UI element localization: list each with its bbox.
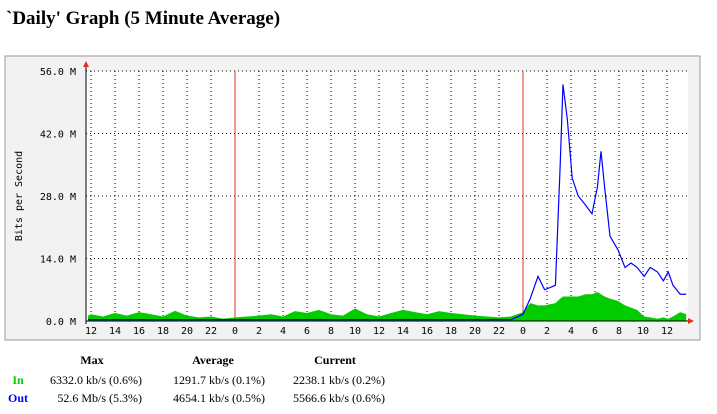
x-tick-label: 2 — [256, 326, 262, 337]
stats-row-label: In — [12, 373, 24, 387]
x-tick-label: 16 — [421, 326, 433, 337]
x-tick-label: 22 — [493, 326, 505, 337]
x-tick-label: 20 — [181, 326, 193, 337]
stats-value: 2238.1 kb/s (0.2%) — [293, 373, 385, 387]
x-tick-label: 4 — [280, 326, 286, 337]
y-tick-label: 14.0 M — [40, 255, 76, 266]
x-tick-label: 22 — [205, 326, 217, 337]
x-tick-label: 8 — [616, 326, 622, 337]
x-tick-label: 2 — [544, 326, 550, 337]
chart-title: `Daily' Graph (5 Minute Average) — [6, 8, 280, 29]
y-axis-label: Bits per Second — [14, 151, 25, 241]
in-area — [88, 291, 687, 321]
y-tick-label: 0.0 M — [46, 317, 76, 328]
x-tick-label: 12 — [373, 326, 385, 337]
y-axis-arrow — [83, 61, 89, 67]
stats-value: 52.6 Mb/s (5.3%) — [57, 391, 142, 405]
stats-value: 6332.0 kb/s (0.6%) — [50, 373, 142, 387]
y-tick-label: 28.0 M — [40, 192, 76, 203]
x-tick-label: 0 — [232, 326, 238, 337]
x-tick-label: 18 — [445, 326, 457, 337]
x-axis-arrow — [688, 318, 694, 324]
x-tick-label: 6 — [304, 326, 310, 337]
stats-value: 4654.1 kb/s (0.5%) — [173, 391, 265, 405]
x-tick-label: 12 — [661, 326, 673, 337]
x-tick-label: 20 — [469, 326, 481, 337]
x-tick-label: 8 — [328, 326, 334, 337]
x-tick-label: 12 — [85, 326, 97, 337]
stats-value: 5566.6 kb/s (0.6%) — [293, 391, 385, 405]
stats-header: Max — [80, 353, 103, 367]
x-tick-label: 18 — [157, 326, 169, 337]
x-tick-label: 10 — [637, 326, 649, 337]
x-tick-label: 0 — [520, 326, 526, 337]
x-tick-label: 16 — [133, 326, 145, 337]
stats-header: Current — [314, 353, 356, 367]
stats-row-label: Out — [8, 391, 28, 405]
x-tick-label: 6 — [592, 326, 598, 337]
out-line — [88, 84, 687, 321]
x-tick-label: 10 — [349, 326, 361, 337]
x-tick-label: 14 — [397, 326, 409, 337]
x-tick-label: 4 — [568, 326, 574, 337]
stats-header: Average — [192, 353, 234, 367]
y-tick-label: 42.0 M — [40, 130, 76, 141]
x-tick-label: 14 — [109, 326, 121, 337]
stats-value: 1291.7 kb/s (0.1%) — [173, 373, 265, 387]
y-tick-label: 56.0 M — [40, 67, 76, 78]
